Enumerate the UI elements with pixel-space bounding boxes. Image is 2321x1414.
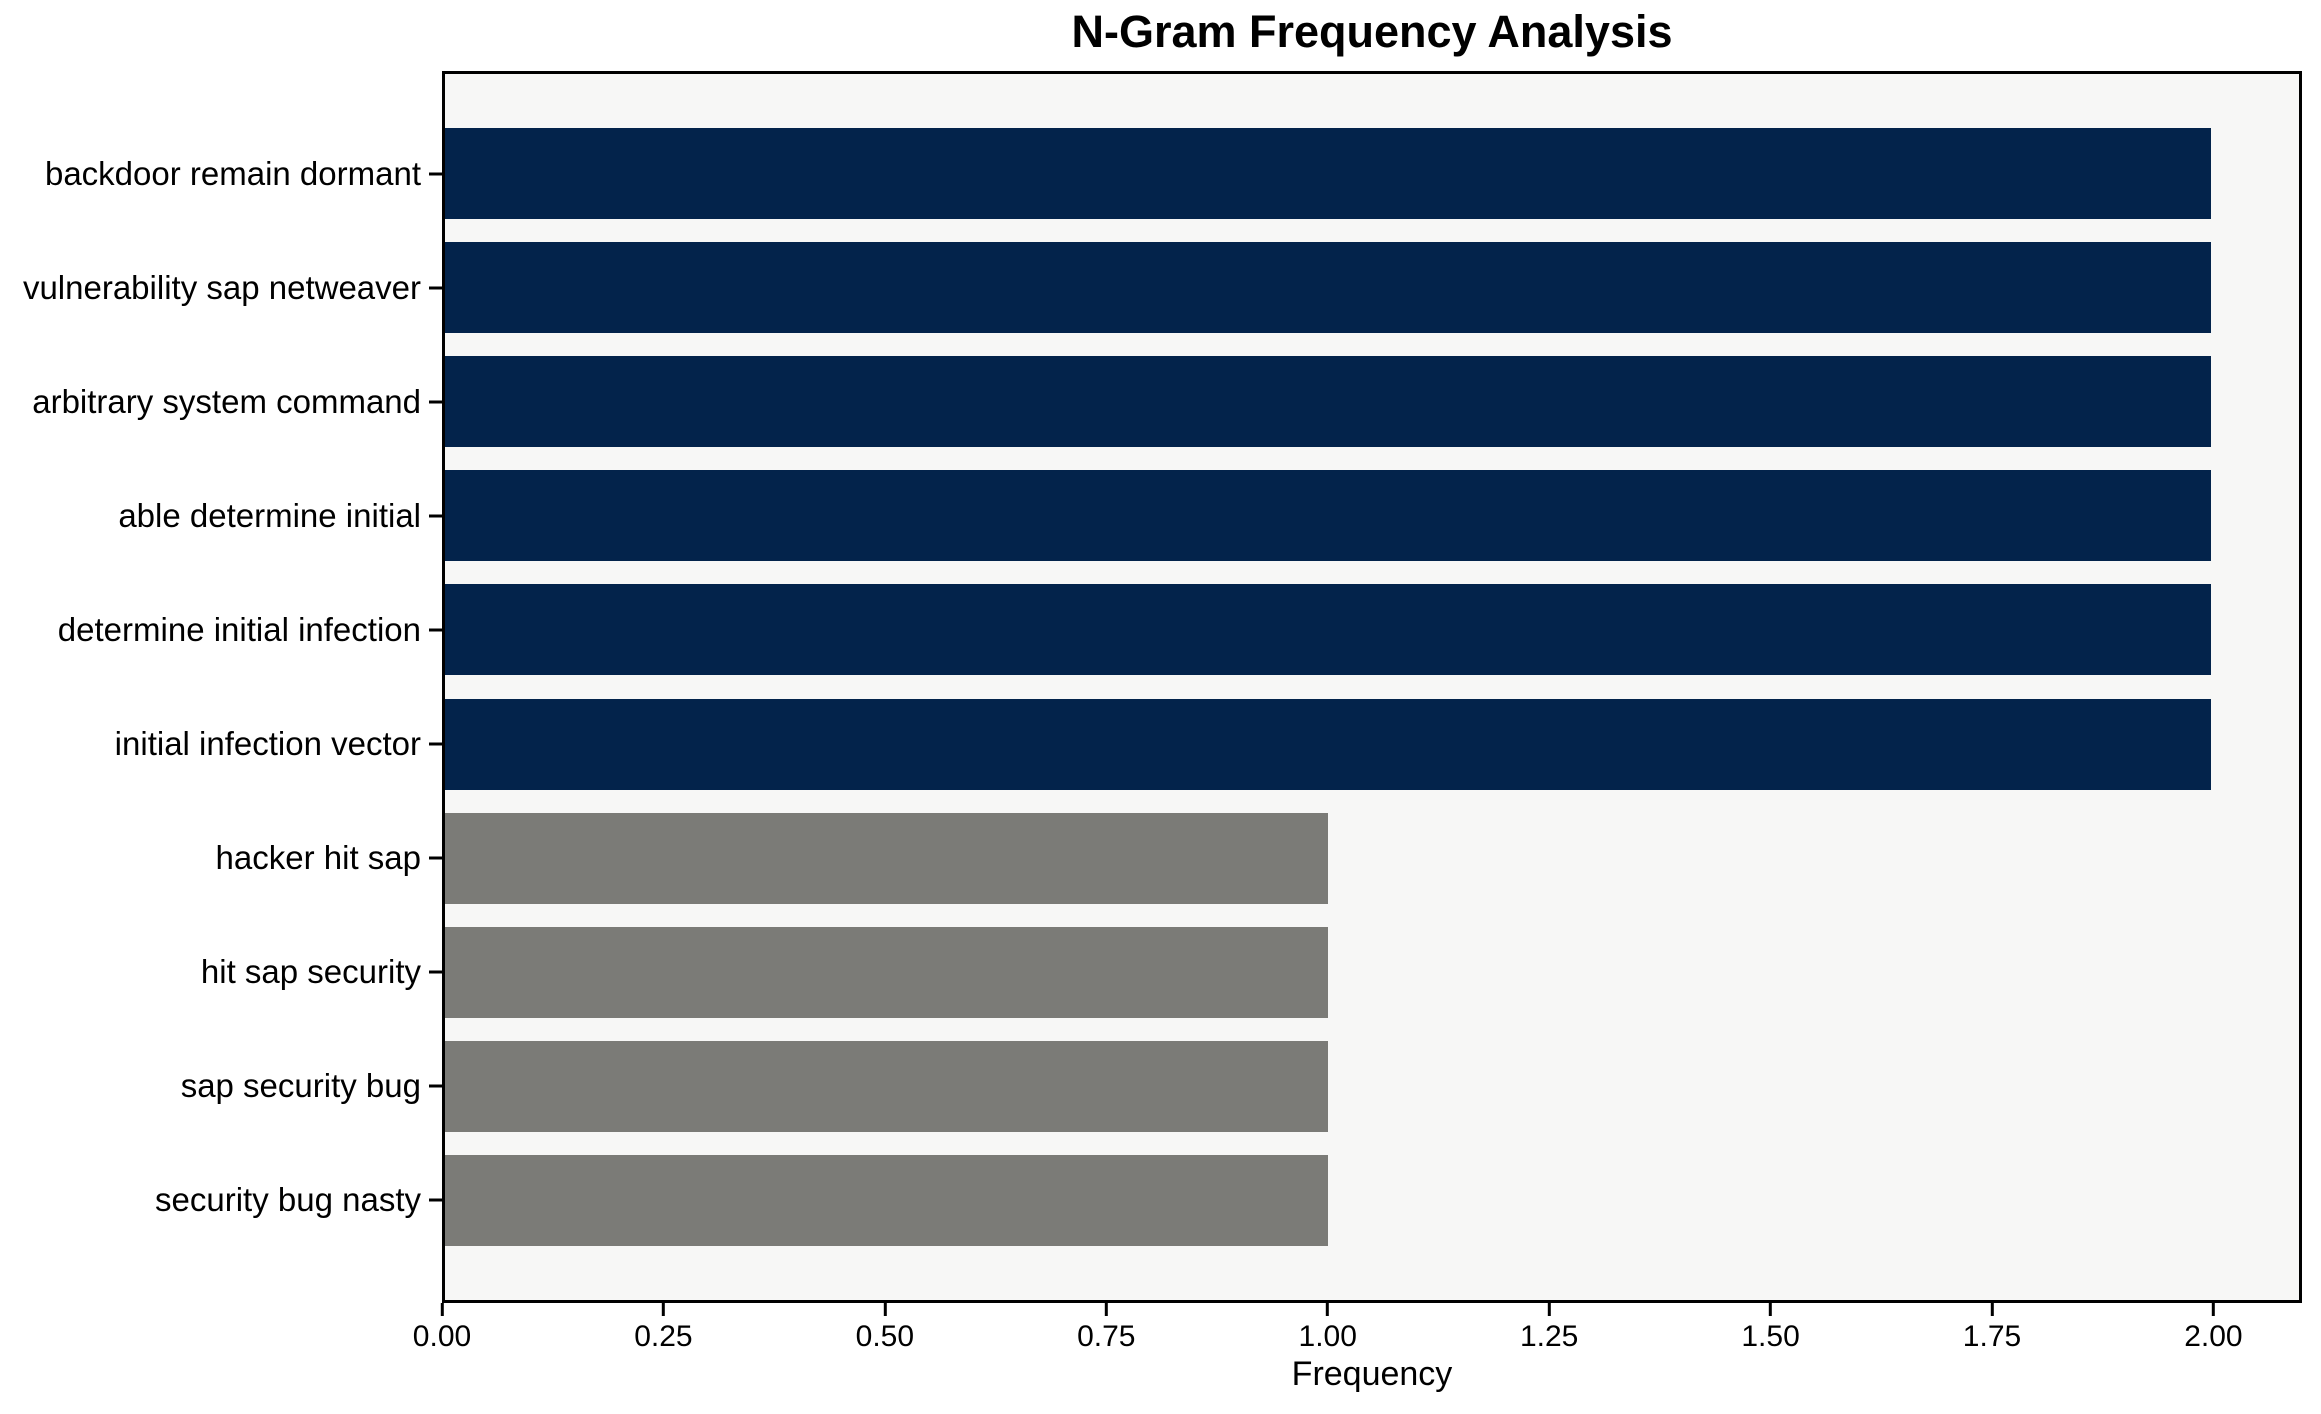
bar-row: backdoor remain dormant: [45, 128, 2299, 219]
bar-row: initial infection vector: [115, 698, 2299, 790]
bar: [445, 470, 2211, 562]
x-tick-mark: [1104, 1303, 1108, 1316]
y-tick-label: determine initial infection: [57, 610, 421, 648]
bar: [445, 242, 2211, 334]
y-tick-mark: [429, 742, 442, 746]
x-tick: 2.00: [2184, 1303, 2243, 1354]
y-tick-label: sap security bug: [180, 1067, 421, 1105]
x-tick-mark: [883, 1303, 887, 1316]
x-tick-label: 0.00: [412, 1320, 472, 1353]
y-tick-label: vulnerability sap netweaver: [22, 268, 421, 306]
x-axis-label: Frequency: [1291, 1355, 1453, 1393]
x-tick-label: 2.00: [2184, 1320, 2243, 1353]
chart-title: N-Gram Frequency Analysis: [1071, 6, 1673, 57]
x-tick-label: 0.25: [634, 1320, 693, 1353]
bar-row: hit sap security: [201, 926, 2299, 1018]
bar-series: backdoor remain dormant vulnerability sap…: [23, 74, 2299, 1300]
y-tick-label: initial infection vector: [114, 725, 421, 763]
y-tick-mark: [429, 856, 442, 860]
y-tick-mark: [429, 628, 442, 632]
x-tick-mark: [2211, 1303, 2215, 1316]
x-tick-mark: [1990, 1303, 1994, 1316]
x-tick: 0.75: [1077, 1303, 1135, 1354]
x-tick: 1.50: [1741, 1303, 1800, 1354]
bar: [445, 698, 2211, 790]
bar: [445, 1040, 1328, 1132]
bar: [445, 926, 1328, 1018]
bar: [445, 356, 2211, 448]
y-tick-label: backdoor remain dormant: [44, 154, 421, 192]
x-tick-mark: [1326, 1303, 1330, 1316]
bar: [445, 1154, 1328, 1246]
x-tick-label: 1.50: [1741, 1320, 1800, 1353]
bar: [445, 584, 2211, 676]
x-tick-mark: [440, 1303, 444, 1316]
x-tick: 1.00: [1299, 1303, 1357, 1354]
x-tick-mark: [661, 1303, 665, 1316]
y-tick-label: able determine initial: [118, 496, 421, 534]
bar-row: hacker hit sap: [216, 812, 2299, 904]
y-tick-mark: [429, 970, 442, 974]
x-tick: 1.75: [1963, 1303, 2021, 1354]
x-tick-mark: [1547, 1303, 1551, 1316]
x-tick-label: 0.75: [1077, 1320, 1136, 1353]
x-tick-label: 1.25: [1519, 1320, 1579, 1353]
y-tick-mark: [429, 1084, 442, 1088]
bar-row: vulnerability sap netweaver: [23, 242, 2299, 334]
y-tick-label: arbitrary system command: [32, 382, 421, 420]
bar: [445, 128, 2211, 219]
plot-area: backdoor remain dormant vulnerability sap…: [23, 71, 2302, 1303]
x-tick: 0.25: [634, 1303, 693, 1354]
y-tick-mark: [429, 1198, 442, 1202]
bar-row: security bug nasty: [155, 1154, 2299, 1246]
x-tick: 1.25: [1520, 1303, 1578, 1354]
y-tick-mark: [429, 172, 442, 175]
x-tick-mark: [1769, 1303, 1773, 1316]
bar-row: determine initial infection: [58, 584, 2299, 676]
bar-row: arbitrary system command: [32, 356, 2299, 448]
x-tick-label: 1.00: [1298, 1320, 1357, 1353]
y-tick-label: hit sap security: [200, 953, 421, 991]
bar-row: sap security bug: [181, 1040, 2299, 1132]
y-tick-label: hacker hit sap: [215, 839, 421, 877]
y-tick-mark: [429, 400, 442, 404]
y-tick-mark: [429, 514, 442, 518]
x-tick: 0.50: [856, 1303, 914, 1354]
y-tick-mark: [429, 286, 442, 290]
x-tick-label: 0.50: [855, 1320, 915, 1353]
y-tick-label: security bug nasty: [155, 1181, 421, 1219]
x-axis: 0.00 0.25 0.50 0.75 1.00 1.25 1.50 1.75 2.00: [413, 1303, 2302, 1403]
bar: [445, 812, 1328, 904]
x-tick-label: 1.75: [1962, 1320, 2022, 1353]
bar-row: able determine initial: [118, 470, 2299, 562]
x-tick: 0.00: [413, 1303, 471, 1354]
